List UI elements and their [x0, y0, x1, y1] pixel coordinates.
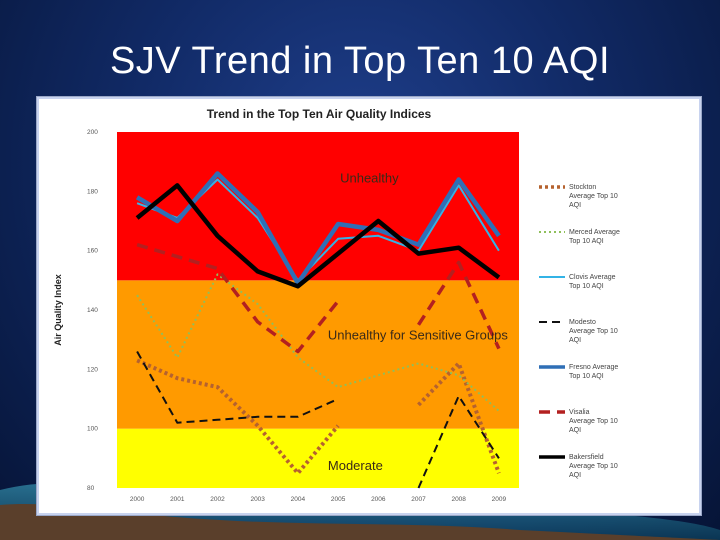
- y-tick-label: 80: [87, 485, 95, 492]
- zone-label-unhealthy: Unhealthy: [340, 170, 399, 185]
- y-tick-label: 160: [87, 248, 98, 255]
- legend-label-fresno: Fresno Average Top 10 AQI: [569, 364, 618, 380]
- x-tick-label: 2002: [210, 496, 225, 503]
- x-tick-label: 2009: [492, 496, 507, 503]
- series-line-visalia: [136, 243, 501, 354]
- y-axis-label: Air Quality Index: [53, 274, 63, 346]
- band-unhealthy-for-sensitive-groups: [117, 280, 519, 429]
- legend-label-stockton: Stockton Average Top 10 AQI: [569, 184, 618, 209]
- band-moderate: [117, 428, 519, 488]
- legend-label-visalia: Visalia Average Top 10 AQI: [569, 409, 618, 434]
- y-tick-label: 180: [87, 188, 98, 195]
- x-tick-label: 2001: [170, 496, 185, 503]
- zone-label-usg-line1: Unhealthy for Sensitive Groups: [328, 328, 508, 343]
- legend-label-merced: Merced Average Top 10 AQI: [569, 229, 620, 245]
- x-tick-label: 2000: [130, 496, 145, 503]
- legend-label-bakersfield: Bakersfield Average Top 10 AQI: [569, 454, 618, 479]
- slide-title: SJV Trend in Top Ten 10 AQI: [109, 40, 611, 82]
- series-line-fresno: [135, 171, 501, 286]
- x-tick-label: 2007: [411, 496, 426, 503]
- x-tick-label: 2005: [331, 496, 346, 503]
- x-tick-label: 2004: [291, 496, 306, 503]
- y-tick-label: 100: [87, 426, 98, 433]
- series-line-stockton: [136, 358, 501, 476]
- y-tick-label: 140: [87, 307, 98, 314]
- aqi-trend-chart: Trend in the Top Ten Air Quality Indices…: [53, 107, 620, 503]
- chart-container: Trend in the Top Ten Air Quality Indices…: [36, 96, 702, 516]
- y-tick-label: 120: [87, 366, 98, 373]
- legend-label-clovis: Clovis Average Top 10 AQI: [569, 274, 616, 290]
- series-line-bakersfield: [135, 183, 501, 289]
- zone-label-moderate: Moderate: [328, 458, 383, 473]
- y-tick-label: 200: [87, 129, 98, 136]
- series-line-modesto: [136, 351, 500, 489]
- x-tick-label: 2008: [451, 496, 466, 503]
- chart-title: Trend in the Top Ten Air Quality Indices: [207, 107, 432, 121]
- x-tick-label: 2003: [250, 496, 265, 503]
- x-tick-label: 2006: [371, 496, 386, 503]
- legend-label-modesto: Modesto Average Top 10 AQI: [569, 319, 618, 344]
- series-line-merced: [136, 273, 500, 412]
